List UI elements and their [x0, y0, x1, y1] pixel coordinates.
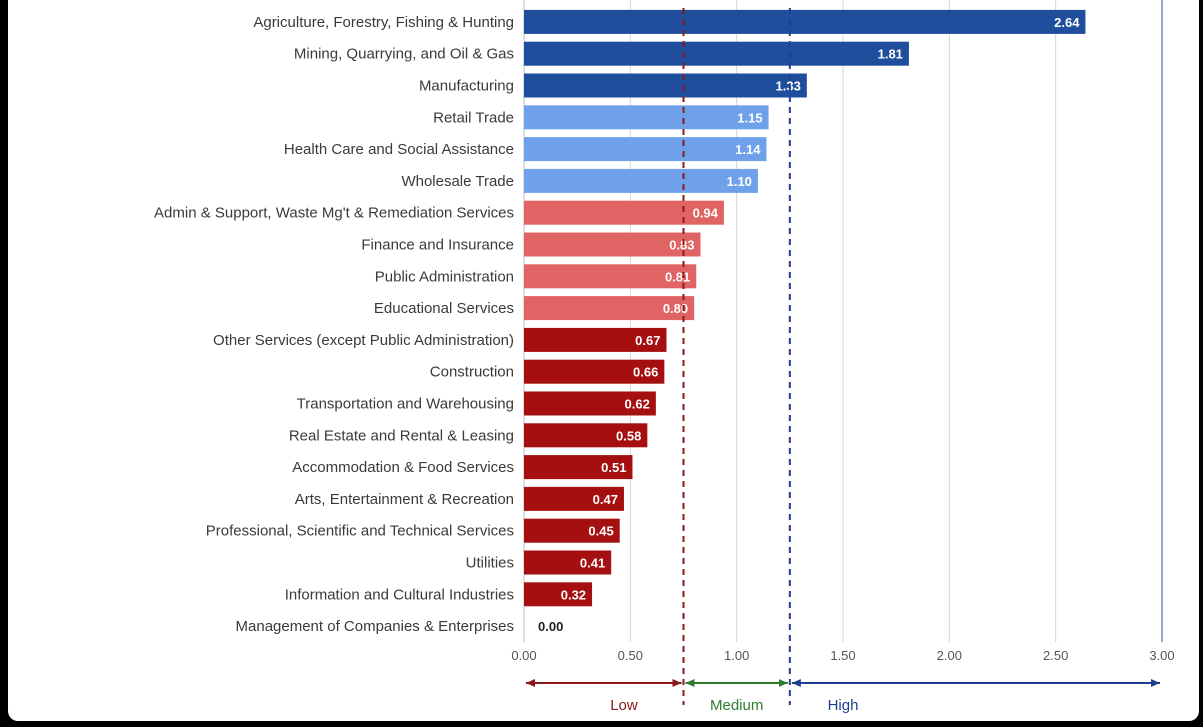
bars: [524, 9, 1086, 607]
category-label: Educational Services: [374, 300, 514, 317]
bar: [524, 296, 695, 321]
zone-label: Low: [610, 697, 638, 714]
bar: [524, 423, 648, 448]
value-label: 0.41: [580, 556, 605, 571]
bar: [524, 455, 633, 480]
value-label: 1.14: [735, 142, 761, 157]
x-tick-label: 1.50: [830, 648, 855, 663]
zone-label: Medium: [710, 697, 763, 714]
x-tick-label: 0.00: [511, 648, 536, 663]
value-label: 1.81: [878, 47, 903, 62]
bar: [524, 518, 620, 543]
value-label: 0.66: [633, 365, 658, 380]
chart-panel: Agriculture, Forestry, Fishing & Hunting…: [8, 0, 1199, 721]
category-label: Arts, Entertainment & Recreation: [295, 491, 514, 508]
value-label: 0.67: [635, 333, 660, 348]
value-label: 2.64: [1054, 15, 1080, 30]
value-label: 0.47: [593, 492, 618, 507]
bar: [524, 9, 1086, 34]
bar: [524, 137, 767, 162]
value-label: 0.62: [625, 397, 650, 412]
value-label: 0.51: [601, 460, 626, 475]
bar: [524, 391, 656, 416]
x-tick-label: 0.50: [618, 648, 643, 663]
category-label: Information and Cultural Industries: [285, 586, 514, 603]
category-label: Construction: [430, 364, 514, 381]
category-label: Other Services (except Public Administra…: [213, 332, 514, 349]
x-axis: 0.00 0.50 1.00 1.50 2.00 2.50 3.00: [511, 648, 1174, 663]
bar: [524, 200, 724, 225]
value-label: 0.00: [538, 619, 563, 634]
category-label: Transportation and Warehousing: [297, 396, 514, 413]
category-label: Real Estate and Rental & Leasing: [289, 427, 514, 444]
bar-chart: Agriculture, Forestry, Fishing & Hunting…: [154, 0, 1175, 714]
zone-label: High: [828, 697, 859, 714]
x-tick-label: 2.50: [1043, 648, 1068, 663]
value-label: 1.15: [737, 110, 762, 125]
category-label: Professional, Scientific and Technical S…: [206, 523, 514, 540]
category-labels: Agriculture, Forestry, Fishing & Hunting…: [154, 14, 514, 635]
bar: [524, 264, 697, 289]
value-label: 0.81: [665, 269, 690, 284]
category-label: Accommodation & Food Services: [292, 459, 514, 476]
bar: [524, 359, 665, 384]
bar: [524, 550, 612, 575]
category-label: Wholesale Trade: [401, 173, 514, 190]
category-label: Finance and Insurance: [361, 237, 514, 254]
value-label: 0.32: [561, 587, 586, 602]
category-label: Health Care and Social Assistance: [284, 141, 514, 158]
value-label: 0.94: [693, 206, 719, 221]
bar: [524, 105, 769, 130]
category-label: Management of Companies & Enterprises: [236, 618, 514, 635]
value-label: 0.83: [669, 238, 694, 253]
bar: [524, 232, 701, 257]
value-label: 0.58: [616, 428, 641, 443]
bar: [524, 168, 758, 193]
category-label: Retail Trade: [433, 109, 514, 126]
bar: [524, 41, 909, 66]
category-label: Utilities: [466, 555, 514, 572]
category-label: Agriculture, Forestry, Fishing & Hunting: [253, 14, 514, 31]
category-label: Manufacturing: [419, 78, 514, 95]
value-label: 0.45: [588, 524, 613, 539]
bar: [524, 327, 667, 352]
category-label: Public Administration: [375, 268, 514, 285]
zone-legend: Low Medium High: [526, 679, 1160, 714]
x-tick-label: 3.00: [1149, 648, 1174, 663]
category-label: Admin & Support, Waste Mg't & Remediatio…: [154, 205, 514, 222]
x-tick-label: 2.00: [937, 648, 962, 663]
category-label: Mining, Quarrying, and Oil & Gas: [294, 46, 514, 63]
value-label: 1.10: [727, 174, 752, 189]
x-tick-label: 1.00: [724, 648, 749, 663]
bar: [524, 486, 624, 511]
value-label: 1.33: [776, 79, 801, 94]
bar: [524, 73, 807, 98]
value-label: 0.80: [663, 301, 688, 316]
bar: [524, 582, 593, 607]
